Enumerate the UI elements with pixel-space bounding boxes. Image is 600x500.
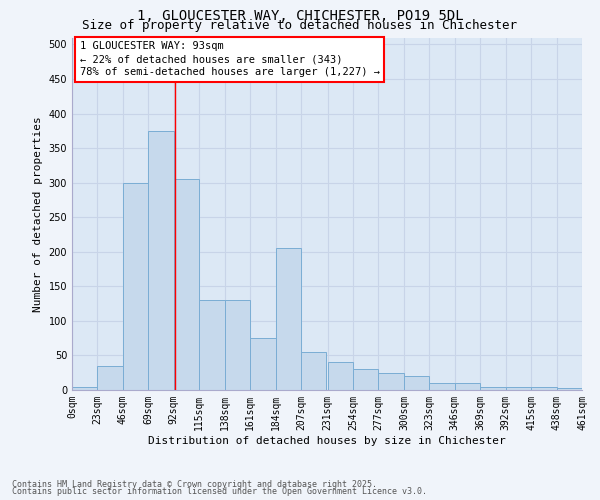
Bar [557,388,582,390]
Text: 1, GLOUCESTER WAY, CHICHESTER, PO19 5DL: 1, GLOUCESTER WAY, CHICHESTER, PO19 5DL [137,9,463,23]
Y-axis label: Number of detached properties: Number of detached properties [33,116,43,312]
Bar [123,182,148,390]
Bar [97,366,123,390]
Bar [430,383,455,390]
Bar [353,370,379,390]
Text: Contains HM Land Registry data © Crown copyright and database right 2025.: Contains HM Land Registry data © Crown c… [12,480,377,489]
Bar [480,386,506,390]
Bar [199,300,224,390]
Text: Contains public sector information licensed under the Open Government Licence v3: Contains public sector information licen… [12,487,427,496]
Bar [174,179,199,390]
Bar [404,376,430,390]
Bar [455,383,480,390]
Text: 1 GLOUCESTER WAY: 93sqm
← 22% of detached houses are smaller (343)
78% of semi-d: 1 GLOUCESTER WAY: 93sqm ← 22% of detache… [80,41,380,78]
Bar [531,386,557,390]
Bar [506,386,531,390]
Bar [328,362,353,390]
Bar [224,300,250,390]
Bar [379,372,404,390]
Bar [301,352,326,390]
Bar [250,338,275,390]
Bar [148,131,174,390]
Bar [275,248,301,390]
Bar [72,386,97,390]
Text: Size of property relative to detached houses in Chichester: Size of property relative to detached ho… [83,19,517,32]
X-axis label: Distribution of detached houses by size in Chichester: Distribution of detached houses by size … [148,436,506,446]
